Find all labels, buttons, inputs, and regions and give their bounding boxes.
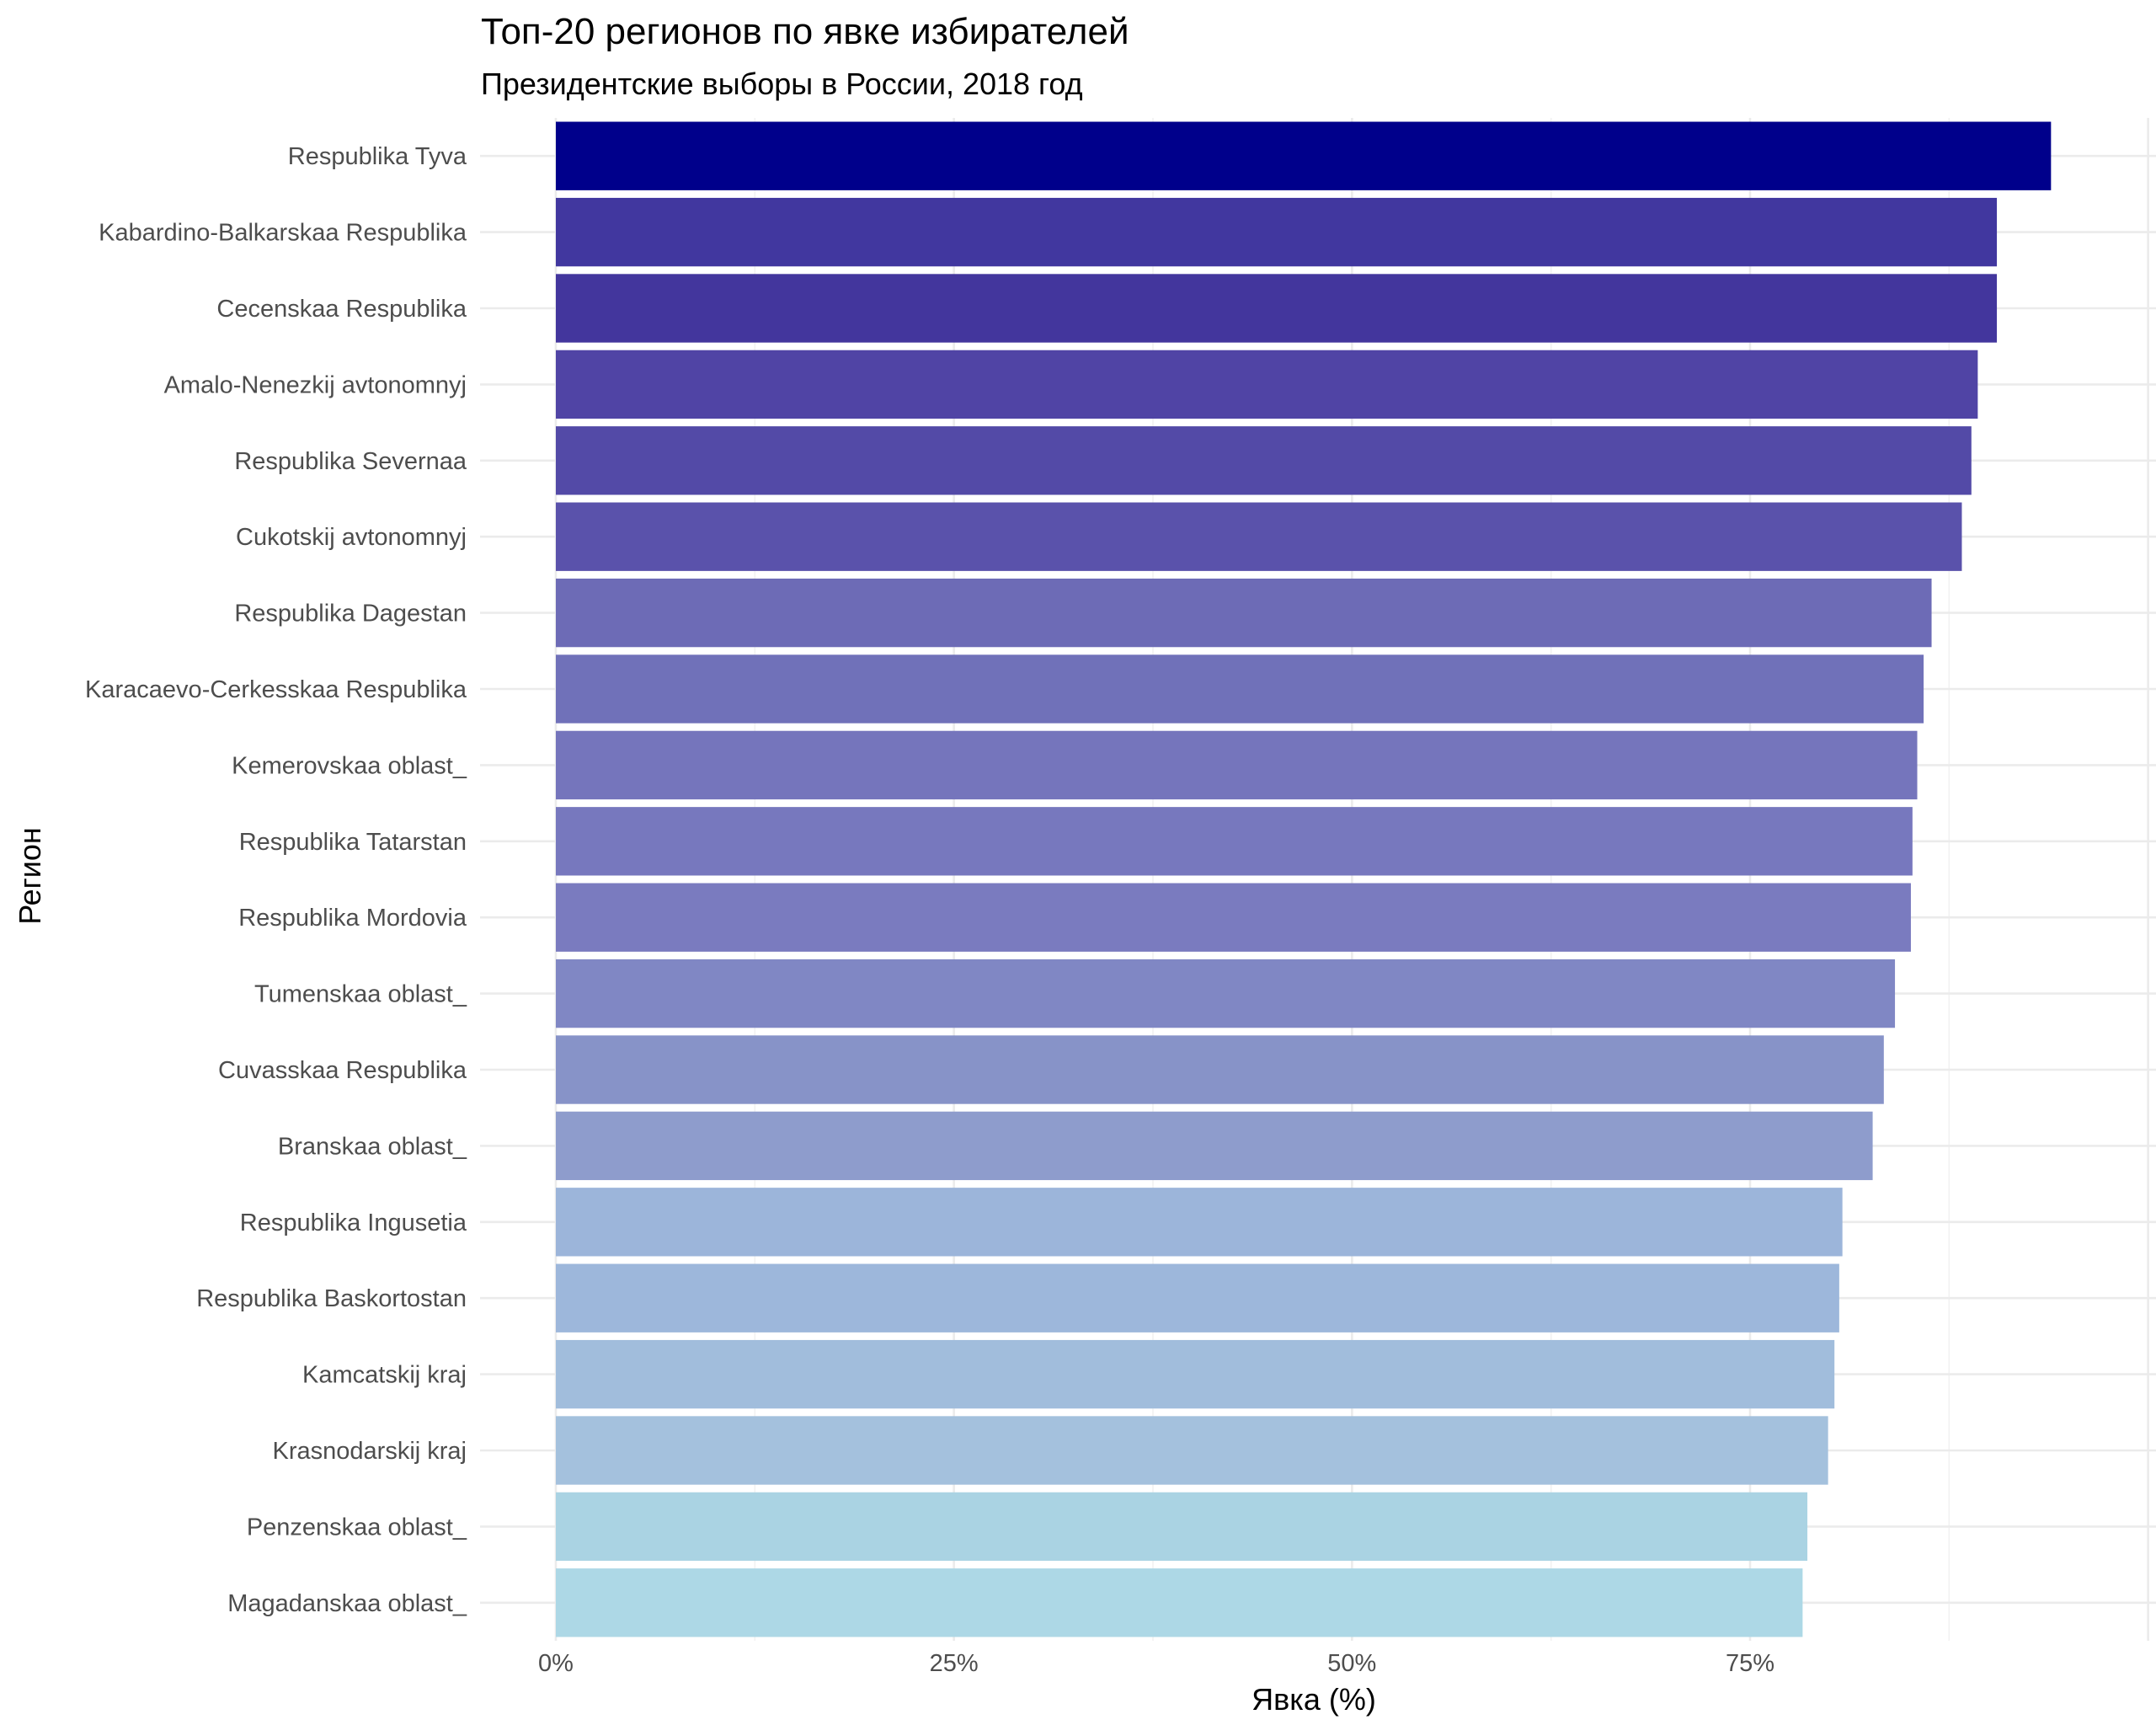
y-tick-labels: Respublika Tyva Kabardino-Balkarskaa Resp… <box>85 143 467 1617</box>
bar <box>556 1416 1828 1485</box>
y-tick-label: Respublika Ingusetia <box>240 1210 467 1236</box>
chart-title: Топ-20 регионов по явке избирателей <box>481 11 1129 52</box>
bar <box>556 197 1998 267</box>
y-tick-label: Penzenskaa oblast_ <box>247 1514 467 1541</box>
bar <box>556 730 1918 800</box>
y-tick-label: Krasnodarskij kraj <box>273 1438 467 1465</box>
x-tick-labels: 0% 25% 50% 75% <box>538 1650 1774 1677</box>
y-tick-label: Kemerovskaa oblast_ <box>232 752 467 779</box>
x-tick-label: 25% <box>930 1650 979 1677</box>
bar <box>556 1111 1873 1181</box>
y-tick-label: Tumenskaa oblast_ <box>254 981 467 1008</box>
y-tick-label: Respublika Mordovia <box>238 905 467 932</box>
y-tick-label: Cukotskij avtonomnyj <box>236 524 467 551</box>
grid-lines <box>480 118 2156 1641</box>
x-tick-label: 50% <box>1327 1650 1376 1677</box>
bar <box>556 1339 1835 1409</box>
y-tick-label: Amalo-Nenezkij avtonomnyj <box>164 371 467 398</box>
y-tick-label: Respublika Dagestan <box>234 601 467 628</box>
y-tick-label: Cecenskaa Respublika <box>216 296 467 323</box>
bar <box>556 1263 1839 1332</box>
chart-subtitle: Президентские выборы в России, 2018 год <box>481 67 1083 101</box>
bar <box>556 426 1972 495</box>
bar <box>556 883 1911 952</box>
bar <box>556 121 2052 190</box>
y-tick-label: Karacaevo-Cerkesskaa Respublika <box>85 676 467 703</box>
bar <box>556 274 1998 343</box>
x-tick-label: 0% <box>538 1650 574 1677</box>
y-tick-label: Respublika Tyva <box>288 143 467 170</box>
y-tick-label: Branskaa oblast_ <box>278 1133 467 1160</box>
bar <box>556 1188 1843 1257</box>
bar <box>556 502 1962 571</box>
y-tick-label: Kamcatskij kraj <box>302 1362 467 1389</box>
bar <box>556 654 1924 724</box>
y-tick-label: Cuvasskaa Respublika <box>218 1057 467 1084</box>
x-axis-label: Явка (%) <box>1251 1682 1376 1717</box>
bars <box>556 121 2052 1637</box>
bar <box>556 350 1978 419</box>
bar <box>556 1035 1884 1104</box>
bar <box>556 959 1896 1028</box>
y-tick-label: Respublika Severnaa <box>234 448 467 475</box>
y-tick-label: Respublika Baskortostan <box>196 1285 467 1312</box>
y-tick-label: Magadanskaa oblast_ <box>227 1590 467 1617</box>
y-tick-label: Kabardino-Balkarskaa Respublika <box>99 220 467 247</box>
bar <box>556 1568 1803 1637</box>
x-tick-label: 75% <box>1726 1650 1774 1677</box>
bar <box>556 578 1932 648</box>
y-tick-label: Respublika Tatarstan <box>239 829 467 856</box>
bar <box>556 1492 1808 1562</box>
bar <box>556 807 1913 876</box>
y-axis-label: Регион <box>13 827 47 925</box>
